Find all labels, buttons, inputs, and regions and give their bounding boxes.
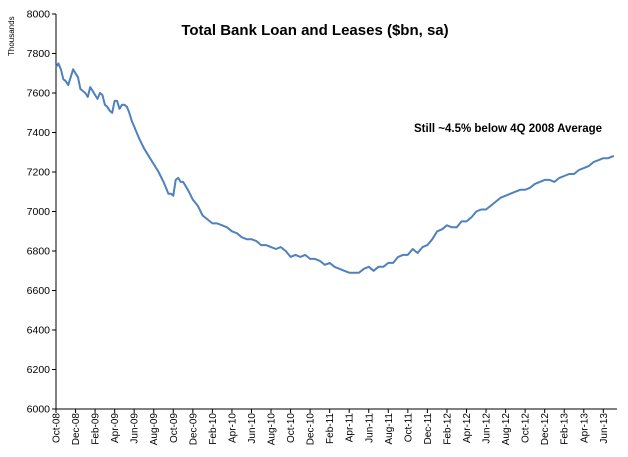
y-tick-label: 7200 <box>27 167 51 179</box>
y-tick-label: 7400 <box>27 127 51 139</box>
x-tick-label: Oct-08 <box>52 413 63 443</box>
x-tick-label: Dec-12 <box>540 413 551 446</box>
x-tick-label: Oct-10 <box>286 413 297 443</box>
x-tick-label: Jun-10 <box>247 413 258 444</box>
x-tick-label: Oct-11 <box>403 413 414 443</box>
x-tick-label: Dec-11 <box>423 413 434 445</box>
x-tick-label: Feb-09 <box>91 413 102 445</box>
x-tick-label: Jun-11 <box>364 413 375 443</box>
y-tick-label: 7600 <box>27 88 51 100</box>
y-axis-label: Thousands <box>7 16 16 56</box>
x-tick-label: Aug-10 <box>267 413 278 446</box>
chart-title: Total Bank Loan and Leases ($bn, sa) <box>181 22 449 39</box>
series-line <box>55 62 615 274</box>
x-tick-label: Apr-09 <box>110 413 121 443</box>
x-tick-label: Jun-09 <box>130 413 141 444</box>
x-tick-label: Apr-13 <box>579 413 590 443</box>
y-tick-label: 6200 <box>27 364 51 376</box>
y-tick-label: 7000 <box>27 206 51 218</box>
x-tick-label: Aug-12 <box>501 413 512 446</box>
x-tick-label: Jun-12 <box>482 413 493 444</box>
x-axis: Oct-08 Dec-08 Feb-09 Apr-09 Jun-09 Aug-09 Oct-… <box>52 408 617 446</box>
x-tick-label: Aug-09 <box>149 413 160 446</box>
x-tick-label: Oct-09 <box>169 413 180 443</box>
x-tick-label: Feb-11 <box>325 413 336 444</box>
x-tick-label: Apr-11 <box>345 413 356 443</box>
x-tick-label: Dec-09 <box>188 413 199 446</box>
x-tick-label: Dec-10 <box>306 413 317 446</box>
y-tick-label: 6400 <box>27 325 51 337</box>
x-tick-label: Feb-12 <box>442 413 453 445</box>
x-tick-label: Feb-10 <box>208 413 219 445</box>
x-tick-label: Apr-12 <box>462 413 473 443</box>
x-tick-label: Aug-11 <box>384 413 395 445</box>
x-tick-label: Dec-08 <box>71 413 82 446</box>
x-tick-label: Feb-13 <box>560 413 571 445</box>
y-tick-label: 8000 <box>27 9 51 21</box>
x-tick-label: Apr-10 <box>227 413 238 443</box>
x-tick-label: Oct-12 <box>521 413 532 443</box>
y-tick-label: 6800 <box>27 246 51 258</box>
series-layer <box>55 62 615 274</box>
y-tick-label: 6000 <box>27 404 51 416</box>
y-tick-label: 7800 <box>27 48 51 60</box>
x-tick-label: Jun-13 <box>599 413 610 444</box>
y-tick-label: 6600 <box>27 285 51 297</box>
chart-annotation: Still ~4.5% below 4Q 2008 Average <box>414 123 603 135</box>
y-axis: 6000 6200 6400 6600 6800 7000 7200 7400 7600 7800… <box>27 9 57 416</box>
